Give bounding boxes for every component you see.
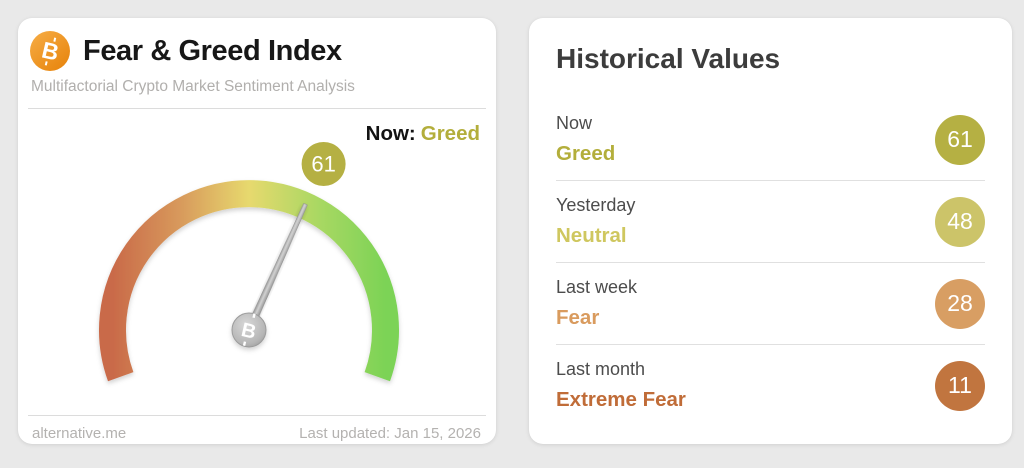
history-row-yesterday: Yesterday Neutral 48 xyxy=(556,181,985,263)
value-badge: 11 xyxy=(935,360,985,411)
bitcoin-pivot-icon: B xyxy=(239,313,258,346)
value-badge: 61 xyxy=(935,114,985,165)
row-classification: Extreme Fear xyxy=(556,388,686,411)
value-badge: 48 xyxy=(935,196,985,247)
row-classification: Fear xyxy=(556,306,600,329)
gauge-value-badge: 61 xyxy=(301,141,346,186)
svg-text:B: B xyxy=(239,319,258,344)
gauge-pivot: B xyxy=(231,312,267,348)
history-row-last-week: Last week Fear 28 xyxy=(556,263,985,345)
last-updated-text: Last updated: Jan 15, 2026 xyxy=(299,425,481,442)
row-classification: Neutral xyxy=(556,224,627,247)
value-badge: 28 xyxy=(935,278,985,329)
card-header: B Fear & Greed Index xyxy=(18,18,496,71)
row-label: Yesterday xyxy=(556,195,636,215)
now-classification: Greed xyxy=(420,122,480,145)
divider xyxy=(28,415,486,416)
card-subtitle: Multifactorial Crypto Market Sentiment A… xyxy=(31,78,355,95)
source-link[interactable]: alternative.me xyxy=(32,425,127,442)
divider xyxy=(28,108,486,109)
row-label: Last week xyxy=(556,277,638,297)
current-status-line: Now: Greed xyxy=(366,122,480,146)
fear-greed-index-card: B Fear & Greed Index Multifactorial Cryp… xyxy=(18,18,496,444)
row-label: Now xyxy=(556,113,593,133)
row-classification: Greed xyxy=(556,142,616,165)
row-label: Last month xyxy=(556,359,646,379)
history-row-last-month: Last month Extreme Fear 11 xyxy=(556,345,985,426)
bitcoin-icon: B xyxy=(30,31,70,71)
svg-text:61: 61 xyxy=(311,151,335,176)
historical-rows: Now Greed 61 Yesterday Neutral 48 Last w… xyxy=(556,99,985,426)
gauge-arc xyxy=(99,180,399,382)
card-title: Fear & Greed Index xyxy=(83,34,342,67)
card-footer: alternative.me Last updated: Jan 15, 202… xyxy=(18,416,496,442)
historical-values-title: Historical Values xyxy=(556,43,781,74)
gauge-area: Now: Greed xyxy=(18,109,496,415)
now-label: Now: xyxy=(365,122,416,145)
gauge-chart: B 61 xyxy=(99,141,399,382)
history-row-now: Now Greed 61 xyxy=(556,99,985,181)
historical-values-card: Historical Values Now Greed 61 Yesterday… xyxy=(529,18,1012,444)
